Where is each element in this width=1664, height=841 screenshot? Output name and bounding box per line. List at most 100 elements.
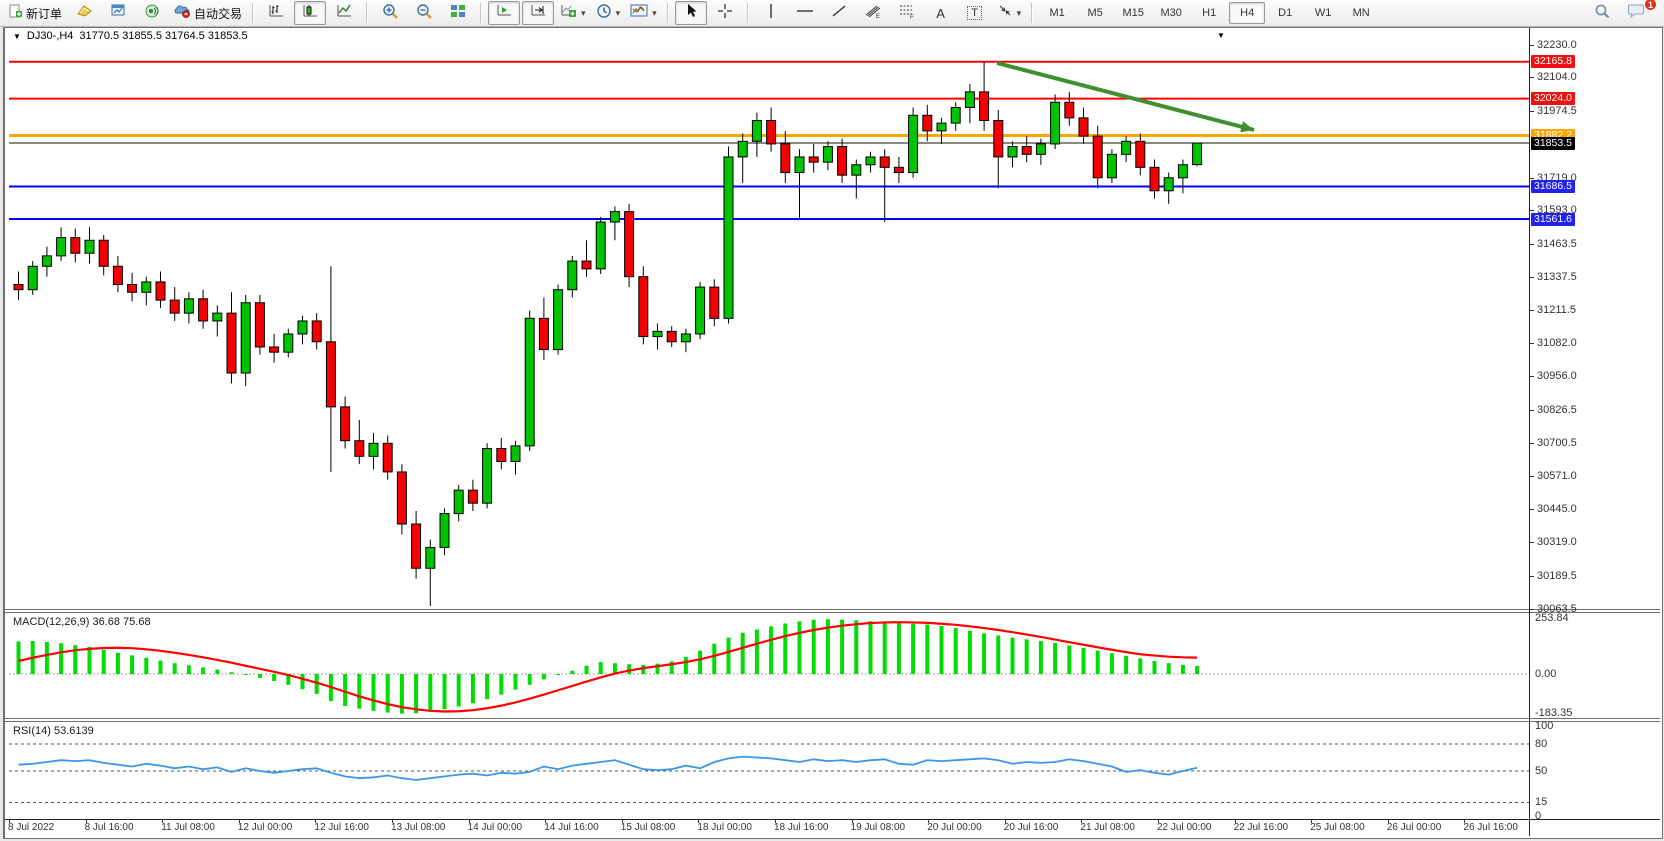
chart-shift-button[interactable]: [522, 1, 555, 25]
auto-scroll-icon: [496, 3, 513, 23]
price-axis-line: [1529, 28, 1530, 836]
timeframe-button-m15[interactable]: M15: [1122, 7, 1144, 19]
time-axis-label: 18 Jul 16:00: [774, 822, 829, 833]
macd-histogram-bar: [272, 674, 277, 681]
text-label-button[interactable]: T: [959, 1, 991, 25]
candlestick-chart-button[interactable]: [294, 1, 327, 25]
periods-button[interactable]: ▾: [592, 1, 625, 25]
macd-histogram-bar: [1195, 665, 1200, 674]
periods-dropdown-caret[interactable]: ▾: [615, 7, 621, 18]
new-order-button[interactable]: 新订单: [5, 1, 66, 25]
time-axis-label: 20 Jul 16:00: [1003, 822, 1059, 833]
auto-scroll-button[interactable]: [488, 1, 521, 25]
macd-histogram-bar: [527, 674, 532, 685]
macd-histogram-bar: [698, 650, 703, 674]
macd-axis-label: 253.84: [1535, 612, 1569, 625]
line-chart-button[interactable]: [328, 1, 360, 25]
timeframe-button-h1[interactable]: H1: [1202, 7, 1217, 19]
chart-shift-marker-icon[interactable]: ▼: [1217, 31, 1225, 40]
macd-histogram-bar: [868, 621, 873, 674]
toolbar-separator: [480, 3, 483, 23]
time-tick-mark: [1464, 819, 1466, 823]
chat-icon: [1627, 3, 1645, 23]
panel-splitter[interactable]: [5, 718, 1660, 722]
indicators-button[interactable]: ▾: [556, 1, 590, 25]
trend-arrow-head: [1240, 121, 1254, 133]
macd-histogram-bar: [754, 629, 759, 674]
macd-histogram-bar: [939, 625, 944, 674]
horizontal-line-icon: [796, 4, 814, 22]
macd-histogram-bar: [414, 674, 419, 714]
autotrading-button[interactable]: 自动交易: [170, 1, 246, 25]
timeframe-button-m1[interactable]: M1: [1049, 7, 1065, 19]
candle-body: [851, 164, 862, 176]
text-button[interactable]: A: [925, 1, 957, 25]
vertical-line-button[interactable]: [755, 1, 787, 25]
price-tick-mark: [1529, 541, 1534, 543]
zoom-out-icon: [416, 3, 433, 24]
timeframe-button-mn[interactable]: MN: [1352, 7, 1370, 19]
fibonacci-button[interactable]: F: [891, 1, 923, 25]
horizontal-line-button[interactable]: [789, 1, 821, 25]
macd-axis-label: -183.35: [1535, 707, 1573, 720]
arrows-button[interactable]: ▾: [993, 1, 1026, 25]
macd-histogram-bar: [343, 674, 348, 707]
candle-body: [1135, 140, 1146, 168]
macd-histogram-bar: [456, 674, 461, 707]
rsi-line: [18, 755, 1198, 781]
equidistant-channel-button[interactable]: E: [857, 1, 889, 25]
candle-body: [112, 265, 123, 286]
main-chart-plot[interactable]: [9, 45, 1529, 609]
new-chart-button[interactable]: [68, 1, 100, 25]
macd-histogram-bar: [87, 646, 92, 674]
alerts-button[interactable]: [136, 1, 168, 25]
timeframe-button-m5[interactable]: M5: [1087, 7, 1103, 19]
candle-body: [865, 156, 876, 166]
zoom-in-button[interactable]: [374, 1, 406, 25]
macd-histogram-bar: [229, 672, 234, 674]
price-tick-mark: [1529, 177, 1534, 179]
macd-histogram-bar: [683, 657, 688, 674]
timeframe-button-m30[interactable]: M30: [1160, 7, 1182, 19]
templates-dropdown-caret[interactable]: ▾: [652, 7, 657, 18]
rsi-indicator-plot[interactable]: [9, 722, 1529, 818]
trendline-button[interactable]: [823, 1, 855, 25]
templates-button[interactable]: ▾: [626, 1, 661, 25]
profiles-button[interactable]: [102, 1, 134, 25]
periods-icon: [596, 3, 612, 24]
search-button[interactable]: [1586, 1, 1618, 25]
panel-splitter[interactable]: [5, 609, 1660, 613]
chart-dropdown-icon[interactable]: ▼: [13, 31, 21, 41]
chart-ohlc-values: 31770.5 31855.5 31764.5 31853.5: [79, 30, 248, 42]
zoom-out-button[interactable]: [408, 1, 440, 25]
macd-histogram-bar: [797, 621, 802, 674]
macd-histogram-bar: [1067, 645, 1072, 674]
time-axis-label: 12 Jul 16:00: [314, 822, 369, 833]
arrows-dropdown-caret[interactable]: ▾: [1016, 7, 1022, 18]
indicators-dropdown-caret[interactable]: ▾: [581, 7, 586, 18]
price-tick-mark: [1529, 111, 1534, 112]
tile-windows-button[interactable]: [442, 1, 474, 25]
candle-body: [27, 265, 38, 291]
timeframe-button-w1[interactable]: W1: [1314, 7, 1332, 19]
bar-chart-button[interactable]: [260, 1, 292, 25]
trend-arrow-line[interactable]: [996, 61, 1255, 132]
candle-body: [567, 260, 578, 291]
price-tick-mark: [1529, 575, 1534, 577]
candle-body: [524, 317, 535, 447]
timeframe-button-d1[interactable]: D1: [1278, 7, 1293, 19]
macd-histogram-bar: [911, 623, 916, 674]
new-order-icon: [9, 4, 23, 23]
macd-histogram-bar: [371, 674, 376, 711]
crosshair-button[interactable]: [709, 1, 741, 25]
macd-histogram-bar: [1109, 653, 1114, 674]
chat-button[interactable]: 1: [1620, 0, 1657, 25]
chart-symbol-period: DJ30-,H4: [26, 30, 74, 42]
macd-indicator-plot[interactable]: [9, 613, 1529, 718]
cursor-button[interactable]: [674, 1, 707, 25]
candle-body: [467, 489, 478, 504]
macd-label: MACD(12,26,9) 36.68 75.68: [13, 616, 151, 628]
timeframe-button-h4[interactable]: H4: [1229, 2, 1266, 24]
macd-histogram-bar: [442, 674, 447, 710]
